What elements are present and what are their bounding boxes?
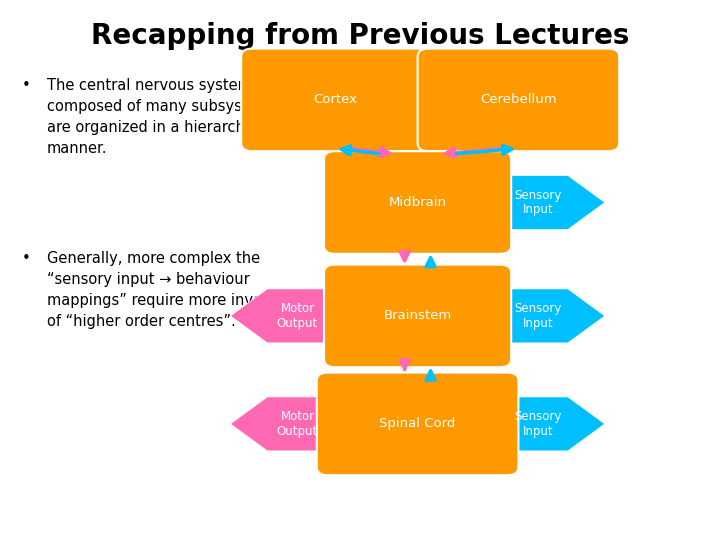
Text: Midbrain: Midbrain	[389, 196, 446, 209]
Polygon shape	[230, 289, 328, 343]
Text: Generally, more complex the
“sensory input → behaviour
mappings” require more in: Generally, more complex the “sensory inp…	[47, 251, 322, 329]
Text: Sensory
Input: Sensory Input	[514, 302, 562, 330]
Text: Spinal Cord: Spinal Cord	[379, 417, 456, 430]
Polygon shape	[230, 397, 328, 451]
Text: Cortex: Cortex	[312, 93, 357, 106]
Polygon shape	[508, 289, 605, 343]
FancyBboxPatch shape	[317, 373, 518, 475]
Text: Sensory
Input: Sensory Input	[514, 188, 562, 217]
FancyBboxPatch shape	[324, 151, 511, 254]
FancyBboxPatch shape	[241, 49, 428, 151]
Polygon shape	[508, 176, 605, 230]
Polygon shape	[508, 397, 605, 451]
Text: Motor
Output: Motor Output	[277, 302, 318, 330]
Text: Cerebellum: Cerebellum	[480, 93, 557, 106]
Text: Motor
Output: Motor Output	[277, 410, 318, 438]
Text: Recapping from Previous Lectures: Recapping from Previous Lectures	[91, 22, 629, 50]
FancyBboxPatch shape	[324, 265, 511, 367]
Text: •: •	[22, 78, 30, 93]
FancyBboxPatch shape	[418, 49, 619, 151]
Text: •: •	[22, 251, 30, 266]
Text: Brainstem: Brainstem	[384, 309, 451, 322]
Text: Sensory
Input: Sensory Input	[514, 410, 562, 438]
Text: The central nervous system is
composed of many subsystems that
are organized in : The central nervous system is composed o…	[47, 78, 313, 156]
